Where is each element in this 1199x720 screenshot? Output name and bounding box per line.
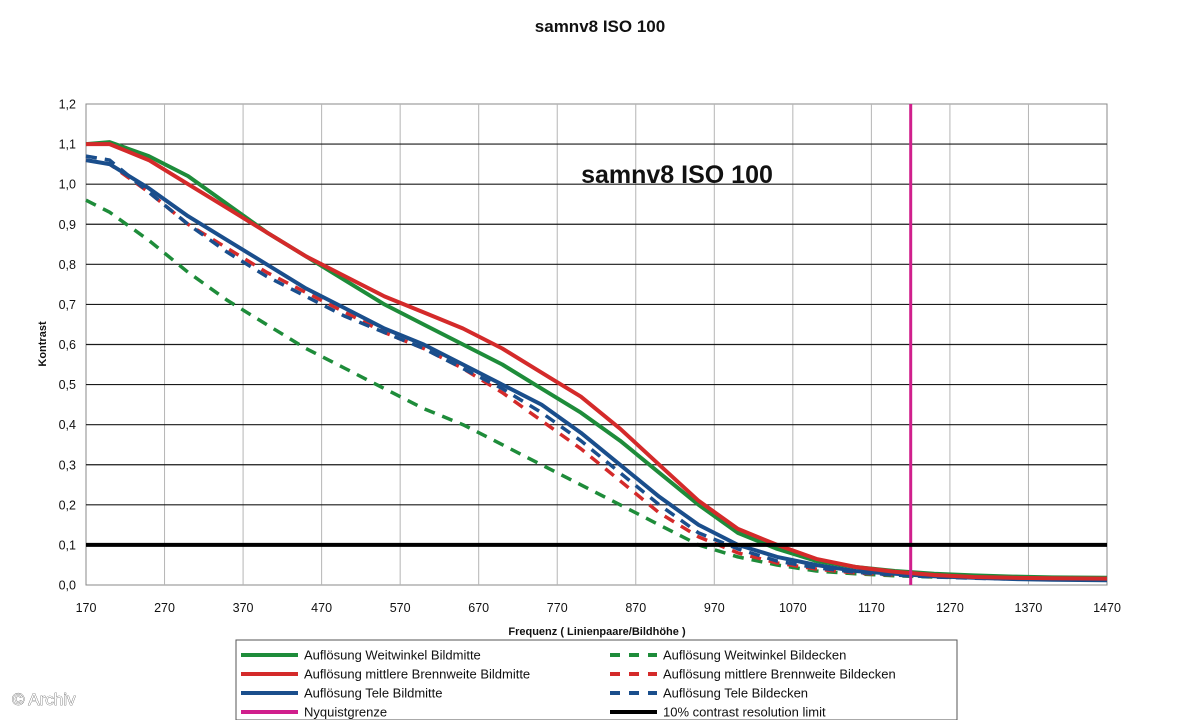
- x-tick-label: 470: [311, 601, 332, 615]
- x-tick-label: 670: [468, 601, 489, 615]
- plot-area: [85, 103, 1108, 586]
- legend-label-2: Auflösung mittlere Brennweite Bildmitte: [304, 667, 530, 682]
- series-line-5: [85, 198, 1108, 582]
- y-tick-label: 0,2: [59, 498, 76, 512]
- x-tick-label: 770: [547, 601, 568, 615]
- y-tick-label: 1,2: [59, 98, 76, 112]
- x-tick-label: 970: [704, 601, 725, 615]
- y-tick-label: 0,7: [59, 298, 76, 312]
- legend-label-3: Auflösung Tele Bildmitte: [304, 686, 443, 701]
- legend-label-5: Auflösung Weitwinkel Bildecken: [663, 648, 846, 663]
- y-tick-label: 0,1: [59, 538, 76, 552]
- x-tick-label: 570: [390, 601, 411, 615]
- legend-box: [235, 639, 958, 720]
- legend-label-4: Nyquistgrenze: [304, 705, 387, 720]
- y-axis-ticks: 0,0 0,1 0,2 0,3 0,4 0,5 0,6 0,7 0,8 0,9 1,0 1,1 1,2: [59, 98, 76, 593]
- legend-label-8: 10% contrast resolution limit: [663, 705, 826, 720]
- y-tick-label: 1,1: [59, 138, 76, 152]
- x-tick-label: 170: [76, 601, 97, 615]
- legend-label-6: Auflösung mittlere Brennweite Bildecken: [663, 667, 896, 682]
- x-tick-label: 370: [233, 601, 254, 615]
- x-tick-label: 1170: [858, 601, 885, 615]
- y-tick-label: 0,9: [59, 218, 76, 232]
- y-tick-label: 0,0: [59, 579, 76, 593]
- x-tick-label: 1270: [936, 601, 964, 615]
- x-axis-label: Frequenz ( Linienpaare/Bildhöhe ): [508, 626, 686, 638]
- x-tick-label: 1070: [779, 601, 807, 615]
- x-tick-label: 1370: [1015, 601, 1043, 615]
- y-tick-label: 0,6: [59, 338, 76, 352]
- legend-label-1: Auflösung Weitwinkel Bildmitte: [304, 648, 481, 663]
- y-axis-label: Kontrast: [37, 321, 49, 367]
- series-lines: [85, 104, 1108, 585]
- x-tick-label: 1470: [1093, 601, 1121, 615]
- y-tick-label: 0,8: [59, 258, 76, 272]
- inner-chart-title: samnv8 ISO 100: [581, 161, 773, 189]
- x-tick-label: 270: [154, 601, 175, 615]
- x-axis-ticks: 170 270 370 470 570 670 770 870 970 1070 1170 1270 1…: [76, 601, 1121, 615]
- y-tick-label: 0,3: [59, 458, 76, 472]
- legend: Auflösung Weitwinkel Bildmitte Auflösung …: [235, 639, 958, 720]
- x-tick-label: 870: [625, 601, 646, 615]
- y-tick-label: 0,4: [59, 418, 76, 432]
- y-tick-label: 1,0: [59, 178, 76, 192]
- series-line-2: [86, 142, 1108, 581]
- chart-title: samnv8 ISO 100: [535, 17, 665, 36]
- y-tick-label: 0,5: [59, 378, 76, 392]
- copyright-watermark: © Archiv: [12, 690, 76, 709]
- legend-label-7: Auflösung Tele Bildecken: [663, 686, 808, 701]
